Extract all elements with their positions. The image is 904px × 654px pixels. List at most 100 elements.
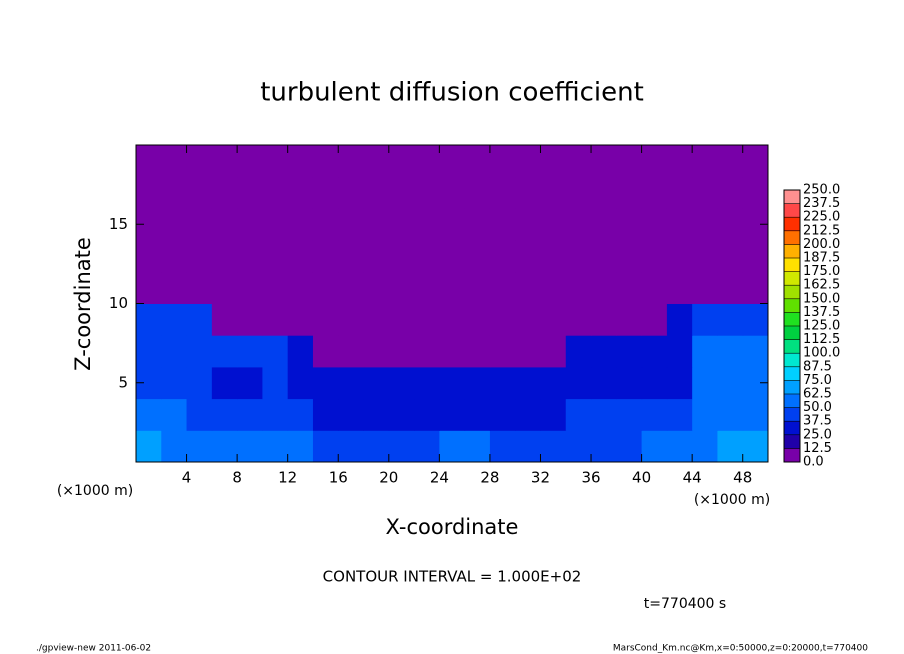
heatmap-cell [262, 240, 289, 273]
heatmap-cell [211, 145, 238, 178]
heatmap-cell [161, 366, 188, 400]
heatmap-cell [186, 366, 213, 400]
heatmap-cell [262, 335, 289, 368]
heatmap-cell [515, 145, 541, 178]
heatmap-cell [312, 176, 339, 209]
heatmap-cell [616, 240, 643, 273]
heatmap-cell [565, 176, 592, 209]
heatmap-cell [237, 335, 263, 368]
heatmap-cell [287, 430, 314, 463]
heatmap-cell [262, 271, 289, 304]
heatmap-cell [363, 145, 390, 178]
heatmap-cell [641, 430, 668, 463]
heatmap-cell [616, 335, 643, 368]
heatmap-cell [489, 430, 516, 463]
heatmap-cell [414, 208, 440, 241]
heatmap-cell [287, 398, 314, 431]
colorbar-cell [784, 258, 800, 272]
heatmap-cell [211, 430, 238, 463]
heatmap-cell [641, 208, 668, 241]
x-tick-label: 28 [480, 469, 499, 487]
heatmap-cell [237, 176, 263, 209]
heatmap-cell [742, 240, 769, 273]
heatmap-cell [641, 303, 668, 336]
heatmap-cell [136, 335, 162, 368]
heatmap-cell [692, 398, 718, 431]
heatmap-cell [363, 366, 390, 400]
heatmap-cell [262, 208, 289, 241]
heatmap-cell [489, 303, 516, 336]
heatmap-cell [388, 240, 415, 273]
y-tick-label: 5 [118, 373, 128, 391]
heatmap-cell [489, 145, 516, 178]
heatmap-cell [515, 398, 541, 431]
heatmap-cell [414, 271, 440, 304]
colorbar-label: 212.5 [803, 223, 840, 238]
heatmap-cell [692, 145, 718, 178]
heatmap-cell [692, 303, 718, 336]
colorbar-label: 187.5 [803, 251, 840, 266]
colorbar-label: 137.5 [803, 305, 840, 320]
heatmap-cell [363, 176, 390, 209]
colorbar-label: 100.0 [803, 346, 840, 361]
heatmap-cell [388, 366, 415, 400]
colorbar-label: 175.0 [803, 264, 840, 279]
heatmap-cell [641, 240, 668, 273]
heatmap-cell [237, 240, 263, 273]
heatmap-cell [464, 271, 491, 304]
heatmap-cell [211, 366, 238, 400]
heatmap-cell [515, 303, 541, 336]
heatmap-cell [338, 366, 365, 400]
heatmap-cell [540, 145, 567, 178]
heatmap-cell [439, 176, 466, 209]
heatmap-cell [742, 430, 769, 463]
chart-title: turbulent diffusion coefficient [260, 78, 644, 108]
colorbar-cell [784, 203, 800, 218]
heatmap-cell [717, 240, 744, 273]
heatmap-cell [565, 303, 592, 336]
heatmap-cell [692, 271, 718, 304]
heatmap-cell [237, 208, 263, 241]
heatmap-cell [262, 303, 289, 336]
heatmap-cell [338, 145, 365, 178]
heatmap-cell [666, 271, 693, 304]
heatmap-cell [515, 271, 541, 304]
heatmap-cell [312, 430, 339, 463]
heatmap-cell [616, 271, 643, 304]
heatmap-cell [312, 208, 339, 241]
heatmap-cell [616, 303, 643, 336]
heatmap-cell [565, 335, 592, 368]
heatmap-cell [338, 398, 365, 431]
heatmap-cell [136, 240, 162, 273]
heatmap-cell [312, 366, 339, 400]
heatmap-cell [565, 145, 592, 178]
heatmap-cell [312, 240, 339, 273]
colorbar-label: 12.5 [803, 441, 832, 456]
heatmap-cell [211, 335, 238, 368]
heatmap-cell [692, 430, 718, 463]
heatmap-cell [338, 176, 365, 209]
heatmap-cell [136, 303, 162, 336]
heatmap-cell [186, 303, 213, 336]
heatmap-cell [565, 430, 592, 463]
heatmap-cell [717, 366, 744, 400]
heatmap-cell [515, 366, 541, 400]
heatmap-cell [540, 176, 567, 209]
heatmap-cell [692, 176, 718, 209]
heatmap-cell [136, 176, 162, 209]
heatmap-cell [439, 366, 466, 400]
x-tick-label: 48 [733, 469, 752, 487]
heatmap-cell [641, 176, 668, 209]
heatmap-cell [262, 430, 289, 463]
x-unit-label: (×1000 m) [694, 492, 770, 508]
heatmap-cell [540, 430, 567, 463]
heatmap-cell [666, 430, 693, 463]
heatmap-cell [161, 208, 188, 241]
heatmap-cell [464, 398, 491, 431]
heatmap-cell [439, 398, 466, 431]
heatmap-cell [464, 335, 491, 368]
colorbar-cell [784, 434, 800, 449]
y-axis-label: Z-coordinate [71, 237, 95, 371]
heatmap-cell [540, 240, 567, 273]
